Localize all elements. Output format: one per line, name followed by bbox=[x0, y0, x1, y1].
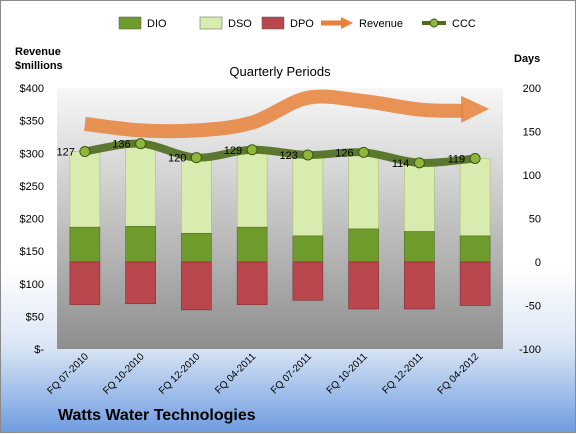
dio-bar bbox=[236, 226, 268, 263]
legend-marker bbox=[429, 18, 439, 28]
ccc-marker bbox=[190, 152, 202, 164]
x-axis-labels: FQ 07-2010 FQ 10-2010 FQ 12-2010 FQ 04-2011… bbox=[45, 351, 481, 397]
ccc-marker bbox=[246, 144, 258, 156]
right-tick-label: 50 bbox=[529, 214, 541, 226]
legend-swatch bbox=[118, 16, 142, 30]
x-tick-label: FQ 12-2010 bbox=[157, 351, 203, 397]
dpo-bar bbox=[404, 261, 435, 310]
ccc-data-label: 114 bbox=[392, 158, 410, 170]
right-tick-label: 200 bbox=[523, 83, 541, 95]
dso-bar bbox=[236, 149, 268, 228]
left-tick-label: $- bbox=[34, 344, 44, 356]
dpo-bar bbox=[348, 261, 379, 310]
dio-bar bbox=[69, 226, 101, 263]
dso-bar bbox=[459, 158, 491, 237]
x-tick-label: FQ 04-2011 bbox=[213, 351, 258, 396]
x-tick-label: FQ 07-2011 bbox=[269, 351, 314, 396]
x-tick-label: FQ 10-2011 bbox=[325, 351, 370, 396]
dso-bar bbox=[69, 151, 101, 228]
dpo-bar bbox=[125, 261, 156, 305]
ccc-marker bbox=[413, 157, 425, 169]
dso-bar bbox=[125, 143, 156, 227]
ccc-data-label: 136 bbox=[112, 139, 130, 151]
dpo-bar bbox=[236, 261, 268, 305]
dpo-bar bbox=[292, 261, 324, 301]
right-tick-label: 150 bbox=[523, 127, 541, 139]
ccc-data-label: 123 bbox=[280, 150, 298, 162]
dso-bar bbox=[292, 154, 324, 237]
company-name: Watts Water Technologies bbox=[58, 407, 256, 424]
dso-bar bbox=[404, 162, 435, 232]
left-tick-label: $350 bbox=[20, 116, 44, 128]
legend-label: DPO bbox=[290, 18, 314, 30]
ccc-marker bbox=[302, 149, 314, 161]
x-tick-label: FQ 10-2010 bbox=[101, 351, 147, 397]
left-axis-ticks: $- $50 $100 $150 $200 $250 $300 $350 $400 bbox=[20, 83, 45, 356]
left-tick-label: $400 bbox=[20, 83, 44, 95]
dio-bar bbox=[348, 228, 379, 263]
ccc-marker bbox=[135, 138, 147, 150]
dio-bar bbox=[125, 226, 156, 263]
ccc-data-label: 127 bbox=[57, 147, 75, 159]
x-tick-label: FQ 12-2011 bbox=[381, 351, 426, 396]
right-axis-title: Days bbox=[514, 53, 541, 65]
left-tick-label: $250 bbox=[20, 181, 44, 193]
dio-bar bbox=[292, 235, 324, 263]
bars-layer bbox=[69, 143, 491, 311]
legend: DIO DSO DPO Revenue CCC bbox=[118, 16, 476, 30]
ccc-marker bbox=[469, 152, 481, 164]
right-axis-ticks: -100 -50 0 50 100 150 200 bbox=[519, 83, 541, 356]
legend-label: DSO bbox=[228, 18, 252, 30]
dso-bar bbox=[181, 157, 212, 234]
right-tick-label: -50 bbox=[525, 301, 541, 313]
legend-label: DIO bbox=[147, 18, 167, 30]
legend-swatch bbox=[261, 16, 285, 30]
right-tick-label: 100 bbox=[523, 170, 541, 182]
chart-subtitle: Quarterly Periods bbox=[229, 64, 331, 79]
left-tick-label: $100 bbox=[20, 279, 44, 291]
left-tick-label: $150 bbox=[20, 246, 44, 258]
left-tick-label: $50 bbox=[26, 311, 44, 323]
legend-label: Revenue bbox=[359, 18, 403, 30]
x-tick-label: FQ 07-2010 bbox=[45, 351, 91, 397]
right-tick-label: -100 bbox=[519, 344, 541, 356]
ccc-data-label: 126 bbox=[335, 147, 353, 159]
dso-bar bbox=[348, 152, 379, 230]
revenue-arrowhead bbox=[461, 95, 490, 123]
ccc-data-label: 120 bbox=[168, 153, 186, 165]
dio-bar bbox=[181, 232, 212, 263]
left-axis-title-line2: $millions bbox=[15, 60, 63, 72]
left-axis-title: Revenue $millions bbox=[15, 45, 75, 73]
right-tick-label: 0 bbox=[535, 257, 541, 269]
ccc-data-label: 119 bbox=[448, 153, 466, 165]
ccc-marker bbox=[79, 146, 91, 158]
legend-label: CCC bbox=[452, 18, 476, 30]
revenue-line bbox=[84, 89, 464, 139]
dpo-bar bbox=[181, 261, 212, 311]
ccc-marker bbox=[358, 146, 370, 158]
ccc-layer: 127 136 120 129 123 126 114 119 bbox=[57, 138, 481, 170]
ccc-data-label: 129 bbox=[224, 145, 242, 157]
dio-bar bbox=[404, 231, 435, 263]
left-tick-label: $300 bbox=[20, 148, 44, 160]
revenue-layer bbox=[84, 89, 490, 139]
left-tick-label: $200 bbox=[20, 214, 44, 226]
dio-bar bbox=[459, 235, 491, 263]
x-tick-label: FQ 04-2012 bbox=[436, 351, 482, 397]
legend-arrowhead bbox=[341, 17, 353, 29]
dpo-bar bbox=[459, 261, 491, 306]
legend-swatch bbox=[199, 16, 223, 30]
dpo-bar bbox=[69, 261, 101, 305]
left-axis-title-line1: Revenue bbox=[15, 46, 61, 58]
